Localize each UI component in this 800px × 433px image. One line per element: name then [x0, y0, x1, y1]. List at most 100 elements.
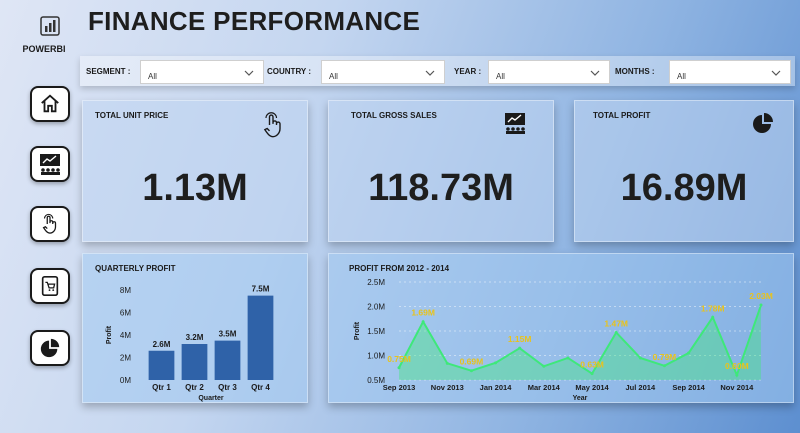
data-point [397, 366, 401, 370]
y-tick-label: 0.5M [367, 376, 385, 385]
quarterly-profit-card: QUARTERLY PROFIT 0M 2M 4M 6M 8M Profit 2.6M Qtr… [82, 253, 308, 403]
kpi-title: TOTAL GROSS SALES [351, 111, 437, 120]
chevron-down-icon [771, 70, 781, 76]
data-point [711, 315, 715, 319]
brand-label: POWERBI [22, 44, 66, 54]
series-line [398, 304, 762, 378]
point-data-label: 1.69M [411, 308, 435, 318]
y-tick-label: 4M [120, 331, 131, 340]
x-tick-label: Qtr 3 [218, 383, 237, 392]
data-point [735, 373, 739, 377]
kpi-card-total-profit: TOTAL PROFIT 16.89M [574, 100, 794, 242]
country-filter-select[interactable]: All [321, 60, 445, 84]
presentation-icon [40, 154, 60, 175]
data-point [687, 351, 691, 355]
year-filter-select[interactable]: All [488, 60, 610, 84]
x-axis-label: Year [573, 395, 588, 402]
nav-profit-button[interactable] [30, 330, 70, 366]
x-tick-label: Jan 2014 [480, 383, 513, 392]
home-icon [41, 94, 59, 113]
country-filter-value: All [329, 72, 338, 81]
chevron-down-icon [244, 70, 254, 76]
powerbi-logo-icon [40, 16, 60, 36]
nav-unit-price-button[interactable] [30, 206, 70, 242]
x-tick-label: Sep 2014 [672, 383, 705, 392]
point-data-label: 2.03M [749, 291, 773, 301]
chart-title: PROFIT FROM 2012 - 2014 [349, 264, 450, 273]
point-data-label: 0.79M [653, 352, 677, 362]
country-filter-label: COUNTRY : [267, 67, 311, 76]
nav-home-button[interactable] [30, 86, 70, 122]
sidebar: POWERBI [0, 0, 80, 433]
nav-cart-button[interactable] [30, 268, 70, 304]
data-point [638, 356, 642, 360]
data-point [566, 356, 570, 360]
point-data-label: 0.69M [460, 357, 484, 367]
kpi-value: 118.73M [368, 167, 514, 209]
y-tick-label: 2.5M [367, 278, 385, 287]
y-tick-label: 8M [120, 286, 131, 295]
y-axis-label: Profit [106, 325, 113, 344]
kpi-card-gross-sales: TOTAL GROSS SALES 118.73M [328, 100, 554, 242]
profit-trend-chart: 0.5M 1.0M 1.5M 2.0M 2.5M Profit 0.75M 1.69M 0.69… [354, 278, 773, 402]
data-point [590, 372, 594, 376]
bar [148, 350, 175, 380]
months-filter-value: All [677, 72, 686, 81]
point-data-label: 1.15M [508, 334, 532, 344]
x-tick-label: Qtr 2 [185, 383, 204, 392]
segment-filter-value: All [148, 72, 157, 81]
y-tick-label: 0M [120, 376, 131, 385]
pie-icon [753, 113, 773, 133]
bar-data-label: 3.2M [186, 333, 204, 342]
bar [247, 295, 274, 380]
data-point [662, 364, 666, 368]
point-data-label: 1.47M [604, 318, 628, 328]
quarterly-profit-chart: 0M 2M 4M 6M 8M Profit 2.6M Qtr 1 3.2M Qtr 2 3.5M Qt… [106, 285, 274, 402]
data-point [494, 361, 498, 365]
page-title: FINANCE PERFORMANCE [88, 6, 421, 36]
data-point [445, 361, 449, 365]
x-tick-label: Qtr 4 [251, 383, 270, 392]
y-tick-label: 1.0M [367, 352, 385, 361]
data-point [469, 369, 473, 373]
chart-title: QUARTERLY PROFIT [95, 264, 176, 273]
bar [214, 340, 241, 380]
point-data-label: 0.75M [387, 354, 411, 364]
kpi-value: 16.89M [620, 167, 748, 209]
chevron-down-icon [590, 70, 600, 76]
pie-icon [40, 338, 60, 358]
year-filter-value: All [496, 72, 505, 81]
y-tick-label: 2.0M [367, 303, 385, 312]
y-tick-label: 6M [120, 309, 131, 318]
bar [181, 344, 208, 380]
bar-data-label: 7.5M [252, 285, 270, 294]
x-tick-label: Jul 2014 [626, 383, 656, 392]
presentation-icon [505, 113, 525, 134]
touch-icon [263, 112, 281, 138]
x-tick-label: Nov 2014 [720, 383, 754, 392]
kpi-title: TOTAL PROFIT [593, 111, 651, 120]
kpi-title: TOTAL UNIT PRICE [95, 111, 169, 120]
data-point [542, 364, 546, 368]
profit-trend-card: PROFIT FROM 2012 - 2014 0.5M 1.0M 1.5M 2.0M… [328, 253, 794, 403]
kpi-card-unit-price: TOTAL UNIT PRICE 1.13M [82, 100, 308, 242]
point-data-label: 0.60M [725, 361, 749, 371]
touch-icon [42, 213, 57, 234]
chevron-down-icon [425, 70, 435, 76]
segment-filter-select[interactable]: All [140, 60, 264, 84]
segment-filter-label: SEGMENT : [86, 67, 131, 76]
nav-sales-button[interactable] [30, 146, 70, 182]
x-tick-label: Qtr 1 [152, 383, 171, 392]
months-filter-select[interactable]: All [669, 60, 791, 84]
data-point [518, 346, 522, 350]
x-tick-label: Sep 2013 [383, 383, 416, 392]
cart-icon [41, 276, 59, 296]
y-tick-label: 2M [120, 354, 131, 363]
data-point [614, 330, 618, 334]
area-fill [399, 305, 761, 380]
year-filter-label: YEAR : [454, 67, 482, 76]
point-data-label: 0.63M [580, 360, 604, 370]
data-point [759, 303, 763, 307]
data-point [421, 320, 425, 324]
filter-bar: SEGMENT : All COUNTRY : All YEAR : All M… [80, 56, 795, 86]
